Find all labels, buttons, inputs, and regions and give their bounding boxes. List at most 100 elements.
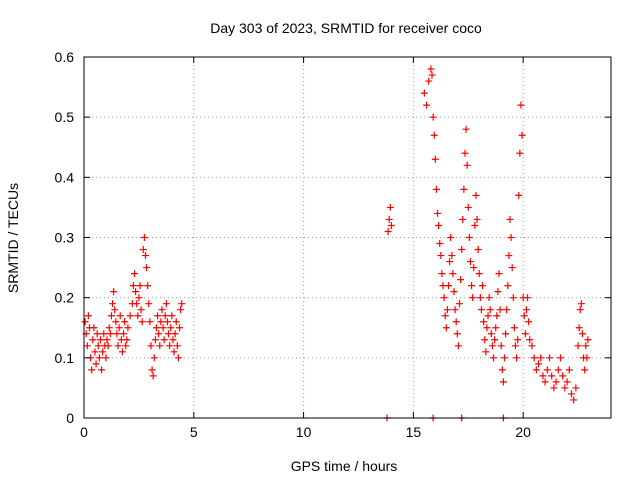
data-point [583,354,591,362]
data-point [524,294,532,302]
x-tick-label: 10 [296,424,312,440]
data-point [162,300,170,308]
data-point [88,366,96,374]
data-point [454,342,462,350]
data-point [165,330,173,338]
data-point [148,366,156,374]
data-point [167,324,175,332]
data-point [122,342,130,350]
data-point [425,77,433,85]
data-point [98,366,106,374]
data-point [89,336,97,344]
y-tick-label: 0.3 [55,230,75,246]
data-point [528,342,536,350]
data-point [457,276,465,284]
data-point [486,306,494,314]
data-point [140,234,148,241]
data-point [502,330,510,338]
data-point [436,240,444,248]
data-point [83,342,91,350]
data-point [501,354,509,362]
data-point [581,366,589,374]
data-point [570,396,578,404]
data-point [106,330,114,338]
data-point [138,318,146,326]
data-point [474,246,482,254]
data-point [463,161,471,169]
data-point [107,312,115,320]
data-point [103,336,111,344]
grid-lines [84,57,611,418]
data-point [505,252,513,260]
data-point [139,246,147,254]
data-point [149,372,157,380]
data-point [124,324,132,332]
data-point [447,234,455,241]
data-point [488,342,496,350]
data-point [178,300,186,308]
data-point [576,306,584,314]
data-point [543,366,551,374]
data-point [556,354,564,362]
data-point [468,282,476,290]
data-point [429,113,437,121]
data-point [511,342,519,350]
data-point [490,354,498,362]
data-point [550,384,558,392]
data-point [104,342,112,350]
data-point [90,324,98,332]
y-tick-label: 0.4 [55,169,75,185]
data-point [134,312,142,320]
data-point [132,288,140,296]
data-point [154,312,162,320]
data-point [459,215,467,223]
data-point [449,270,457,278]
data-point [525,318,533,326]
data-point [428,71,436,79]
data-point [84,312,92,320]
data-point [481,336,489,344]
data-point [530,354,538,362]
data-point [470,264,478,272]
data-point [546,354,554,362]
data-point [476,294,484,302]
data-point [166,342,174,350]
data-point [110,288,118,296]
data-point [516,149,524,157]
data-point [452,318,460,326]
data-point [539,372,547,380]
data-point [479,282,487,290]
data-point [385,215,393,223]
data-point [506,215,514,223]
data-point [160,336,168,344]
data-point [552,378,560,386]
data-point [464,203,472,211]
data-point [109,300,117,308]
data-point [455,300,463,308]
data-point [168,312,176,320]
x-tick-labels: 0 5 10 15 20 [80,424,531,440]
data-point [161,312,169,320]
data-point [466,258,474,266]
data-point [144,282,152,290]
y-tick-label: 0 [66,410,74,426]
data-point [91,348,99,356]
data-point [498,366,506,374]
chart-title: Day 303 of 2023, SRMTID for receiver coc… [210,20,482,36]
data-point [173,342,181,350]
data-point [521,330,529,338]
data-point [169,336,177,344]
data-point [460,185,468,193]
data-point [513,354,521,362]
data-point [126,312,134,320]
data-point [563,378,571,386]
y-tick-label: 0.6 [55,49,75,65]
data-point [120,330,128,338]
data-point [150,354,158,362]
y-tick-label: 0.1 [55,350,75,366]
data-point [522,306,530,314]
data-point [131,270,139,278]
data-point [450,288,458,296]
data-point [171,330,179,338]
